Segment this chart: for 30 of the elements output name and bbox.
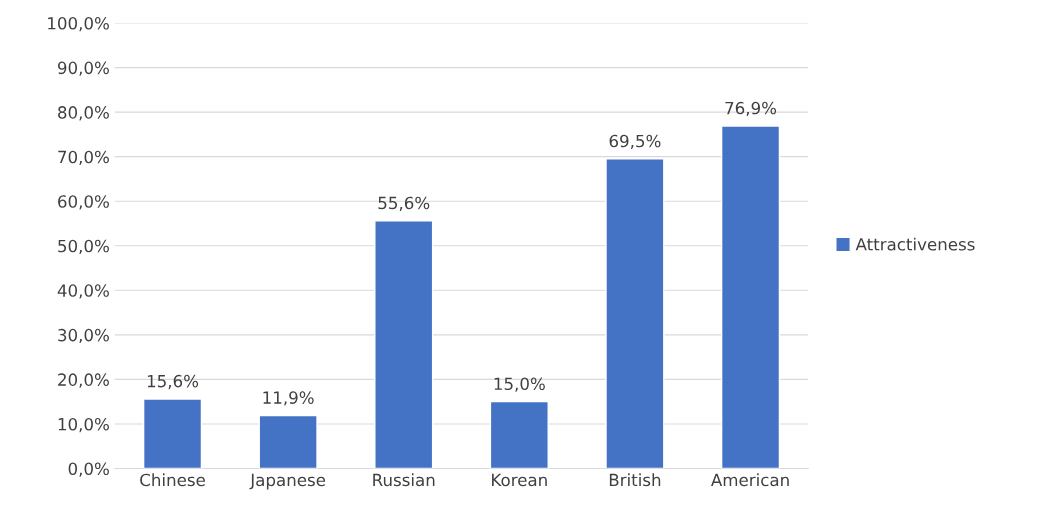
y-tick-label: 20,0% bbox=[58, 373, 109, 388]
y-tick-label: 100,0% bbox=[48, 17, 109, 32]
y-tick-label: 90,0% bbox=[57, 61, 109, 76]
data-label: 69,5% bbox=[609, 134, 661, 150]
x-tick-label: American bbox=[711, 473, 789, 487]
y-tick-label: 70,0% bbox=[58, 150, 109, 165]
x-tick-label: British bbox=[609, 473, 661, 487]
data-label: 55,6% bbox=[378, 196, 430, 211]
x-tick-label: Russian bbox=[373, 473, 435, 487]
data-label: 11,9% bbox=[263, 391, 314, 406]
bar bbox=[720, 125, 781, 469]
x-tick-label: Korean bbox=[492, 473, 547, 487]
data-label: 15,6% bbox=[147, 374, 199, 390]
y-tick-label: 60,0% bbox=[58, 195, 109, 210]
bar bbox=[489, 400, 549, 469]
y-tick-label: 40,0% bbox=[57, 284, 109, 299]
y-tick-label: 0,0% bbox=[68, 462, 109, 477]
x-tick-label: Japanese bbox=[249, 473, 326, 490]
y-tick-label: 80,0% bbox=[58, 106, 109, 121]
legend-label: Attractiveness bbox=[855, 237, 975, 251]
y-tick-label: 50,0% bbox=[58, 239, 109, 255]
data-label: 76,9% bbox=[725, 101, 777, 117]
y-tick-label: 30,0% bbox=[58, 328, 109, 344]
bar bbox=[142, 398, 203, 469]
bar bbox=[605, 158, 665, 469]
bar bbox=[374, 220, 434, 469]
data-label: 15,0% bbox=[494, 377, 545, 392]
x-tick-label: Chinese bbox=[140, 473, 205, 487]
y-tick-label: 10,0% bbox=[58, 417, 109, 433]
bar bbox=[258, 414, 318, 469]
